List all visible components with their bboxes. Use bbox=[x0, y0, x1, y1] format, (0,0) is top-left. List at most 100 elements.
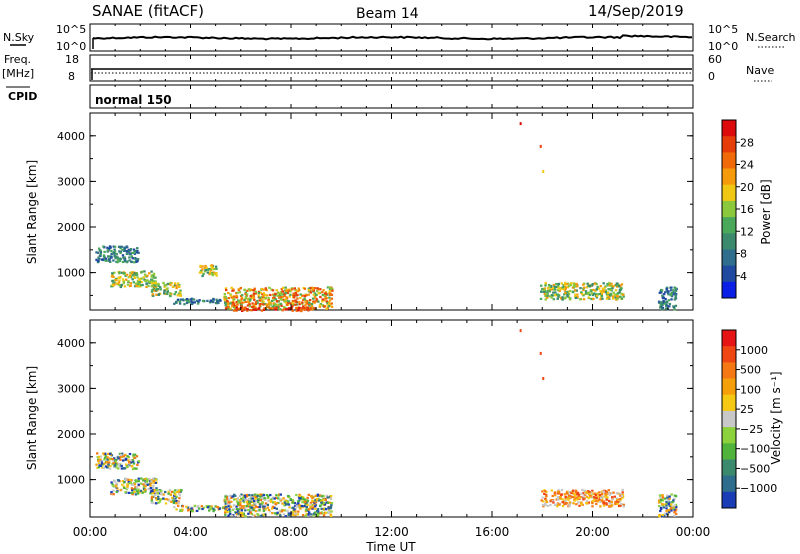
data-cell bbox=[224, 513, 227, 516]
data-cell bbox=[285, 296, 288, 299]
data-cell bbox=[120, 283, 123, 287]
data-cell bbox=[294, 303, 297, 306]
data-cell bbox=[579, 298, 582, 301]
data-cell bbox=[675, 506, 678, 509]
data-cell bbox=[609, 293, 613, 296]
data-cell bbox=[540, 284, 543, 287]
data-cell bbox=[671, 289, 674, 292]
data-cell bbox=[137, 483, 140, 486]
data-cell bbox=[573, 285, 577, 288]
data-cell bbox=[271, 505, 275, 508]
data-cell bbox=[594, 497, 597, 500]
data-cell bbox=[591, 505, 594, 508]
data-cell bbox=[296, 297, 299, 300]
data-cell bbox=[616, 295, 619, 298]
data-cell bbox=[583, 497, 586, 500]
data-cell bbox=[672, 293, 675, 296]
data-cell bbox=[242, 501, 246, 504]
data-cell bbox=[289, 293, 292, 296]
data-cell bbox=[237, 301, 240, 304]
data-cell bbox=[98, 257, 101, 260]
data-cell bbox=[270, 288, 273, 291]
data-cell bbox=[191, 510, 194, 513]
data-cell bbox=[178, 285, 181, 288]
data-cell bbox=[659, 306, 662, 309]
data-cell bbox=[283, 500, 286, 503]
colorbar-tick-label: 1000 bbox=[740, 344, 768, 357]
data-cell bbox=[213, 268, 216, 271]
data-cell bbox=[319, 504, 322, 507]
data-cell bbox=[572, 489, 575, 492]
data-cell bbox=[316, 290, 319, 293]
data-cell bbox=[657, 499, 661, 502]
data-cell bbox=[137, 480, 140, 483]
data-cell bbox=[178, 300, 182, 303]
data-cell bbox=[152, 488, 155, 491]
data-cell bbox=[157, 497, 160, 500]
data-cell bbox=[145, 480, 148, 483]
data-cell bbox=[282, 286, 285, 289]
colorbar-segment bbox=[722, 491, 736, 509]
data-cell bbox=[328, 299, 332, 302]
data-cell bbox=[112, 484, 115, 488]
data-cell bbox=[611, 496, 614, 499]
y-tick-label: 4000 bbox=[57, 337, 85, 350]
data-cell bbox=[150, 489, 153, 492]
data-cell bbox=[594, 292, 597, 295]
data-cell bbox=[113, 480, 117, 483]
data-cell bbox=[261, 496, 264, 499]
data-cell bbox=[267, 303, 270, 306]
data-cell bbox=[282, 298, 286, 301]
data-cell bbox=[109, 260, 112, 263]
data-cell bbox=[304, 301, 307, 304]
data-cell bbox=[310, 308, 313, 311]
data-cell bbox=[209, 271, 212, 274]
data-cell bbox=[192, 298, 196, 301]
data-cell bbox=[614, 500, 617, 503]
data-cell bbox=[578, 497, 581, 500]
isolated-cell bbox=[539, 144, 542, 148]
data-cell bbox=[124, 458, 128, 461]
data-cell bbox=[132, 272, 136, 275]
isolated-cell bbox=[542, 377, 545, 381]
data-cell bbox=[269, 293, 272, 297]
data-cell bbox=[107, 461, 110, 464]
data-cell bbox=[235, 498, 238, 501]
data-cell bbox=[596, 293, 600, 296]
data-cell bbox=[124, 491, 127, 494]
data-cell bbox=[570, 282, 573, 285]
data-cell bbox=[111, 252, 114, 255]
data-cell bbox=[283, 509, 287, 512]
data-cell bbox=[544, 497, 547, 500]
freq-label: Freq. bbox=[4, 53, 31, 66]
data-cell bbox=[201, 265, 204, 268]
data-cell bbox=[133, 261, 136, 264]
data-cell bbox=[197, 300, 200, 304]
data-cell bbox=[558, 492, 561, 495]
data-cell bbox=[136, 279, 140, 282]
data-cell bbox=[132, 251, 136, 255]
data-cell bbox=[581, 492, 585, 495]
data-cell bbox=[250, 297, 253, 300]
data-cell bbox=[594, 289, 597, 292]
data-cell bbox=[229, 294, 233, 297]
data-cell bbox=[159, 288, 162, 291]
data-cell bbox=[200, 271, 203, 274]
data-cell bbox=[158, 500, 162, 503]
data-cell bbox=[288, 506, 291, 509]
data-cell bbox=[129, 248, 133, 251]
data-cell bbox=[245, 293, 249, 296]
data-cell bbox=[272, 304, 276, 307]
data-cell bbox=[620, 287, 623, 290]
data-cell bbox=[326, 302, 329, 305]
data-cell bbox=[292, 506, 295, 509]
data-cell bbox=[240, 298, 243, 301]
data-cell bbox=[97, 466, 101, 469]
data-cell bbox=[610, 492, 613, 495]
data-cell bbox=[175, 300, 178, 304]
data-cell bbox=[238, 511, 241, 514]
data-cell bbox=[127, 248, 131, 251]
data-cell bbox=[294, 512, 297, 515]
data-cell bbox=[319, 288, 322, 291]
